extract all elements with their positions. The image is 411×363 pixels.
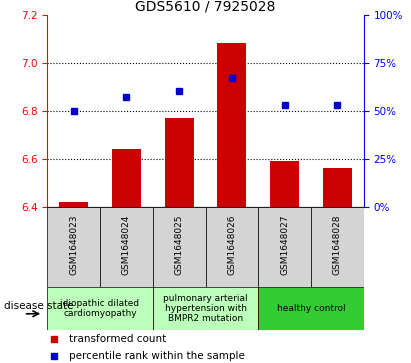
Bar — [112, 149, 141, 207]
Text: GSM1648027: GSM1648027 — [280, 215, 289, 276]
Text: GSM1648023: GSM1648023 — [69, 215, 78, 276]
Bar — [47, 207, 100, 287]
Text: healthy control: healthy control — [277, 304, 345, 313]
Text: idiopathic dilated
cardiomyopathy: idiopathic dilated cardiomyopathy — [60, 299, 140, 318]
Bar — [323, 168, 352, 207]
Text: percentile rank within the sample: percentile rank within the sample — [69, 351, 245, 361]
Text: GSM1648028: GSM1648028 — [333, 215, 342, 276]
Bar — [165, 118, 194, 207]
Text: transformed count: transformed count — [69, 334, 167, 344]
Bar — [59, 202, 88, 207]
Title: GDS5610 / 7925028: GDS5610 / 7925028 — [135, 0, 276, 13]
Bar — [258, 207, 311, 287]
Bar — [258, 287, 364, 330]
Bar — [100, 207, 153, 287]
Text: GSM1648026: GSM1648026 — [227, 215, 236, 276]
Text: GSM1648024: GSM1648024 — [122, 215, 131, 276]
Text: GSM1648025: GSM1648025 — [175, 215, 184, 276]
Bar — [206, 207, 258, 287]
Text: pulmonary arterial
hypertension with
BMPR2 mutation: pulmonary arterial hypertension with BMP… — [163, 294, 248, 323]
Bar — [153, 287, 258, 330]
Bar — [47, 287, 153, 330]
Bar — [270, 161, 299, 207]
Bar — [311, 207, 364, 287]
Bar — [153, 207, 206, 287]
Bar — [217, 43, 246, 207]
Text: disease state: disease state — [4, 301, 74, 311]
